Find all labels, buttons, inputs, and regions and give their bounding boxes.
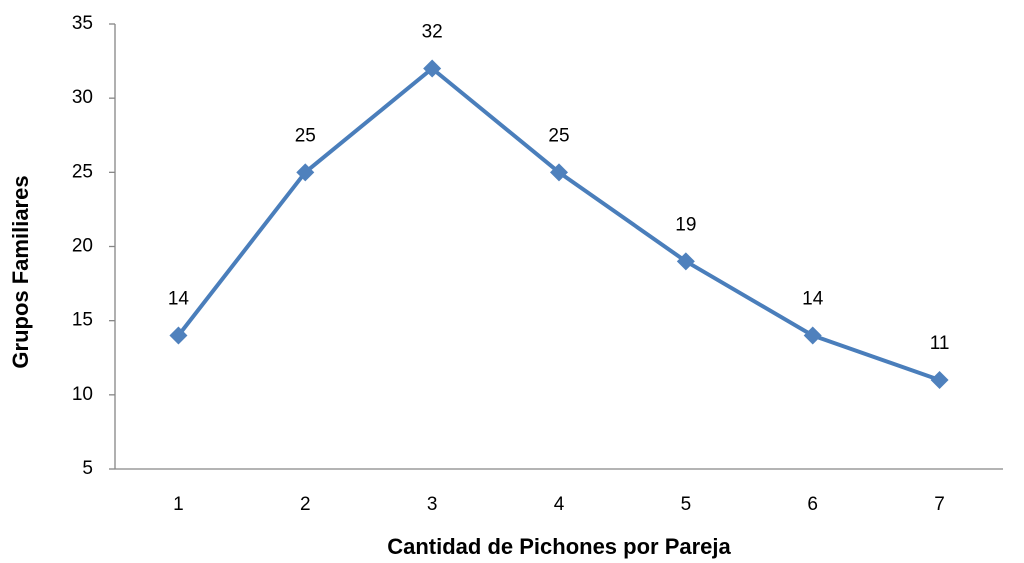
data-label: 32	[422, 22, 443, 43]
data-label: 25	[548, 125, 569, 146]
marker	[676, 252, 695, 271]
y-tick-label: 15	[72, 310, 93, 331]
x-tick-label: 3	[427, 494, 438, 515]
x-tick-label: 2	[300, 494, 311, 515]
data-label: 14	[802, 289, 824, 310]
y-axis-title: Grupos Familiares	[8, 175, 33, 368]
y-tick-label: 35	[72, 13, 93, 34]
marker	[550, 163, 568, 182]
marker	[803, 326, 822, 345]
marker	[930, 371, 949, 389]
y-tick-label: 25	[72, 161, 93, 182]
data-label: 19	[675, 214, 696, 235]
y-tick-label: 30	[72, 87, 93, 108]
x-tick-label: 5	[681, 494, 692, 515]
x-tick-label: 1	[173, 494, 184, 515]
y-tick-label: 5	[82, 458, 93, 479]
y-tick-label: 10	[72, 384, 93, 405]
x-tick-label: 6	[807, 494, 818, 515]
marker	[423, 59, 442, 78]
data-label: 11	[930, 333, 950, 354]
y-tick-label: 20	[72, 236, 93, 257]
data-label: 14	[168, 289, 190, 310]
marker	[169, 326, 188, 345]
x-tick-label: 7	[934, 494, 945, 515]
x-tick-label: 4	[554, 494, 565, 515]
line	[176, 66, 941, 382]
marker	[296, 163, 315, 182]
data-label: 25	[295, 125, 316, 146]
x-axis-title: Cantidad de Pichones por Pareja	[387, 534, 731, 559]
